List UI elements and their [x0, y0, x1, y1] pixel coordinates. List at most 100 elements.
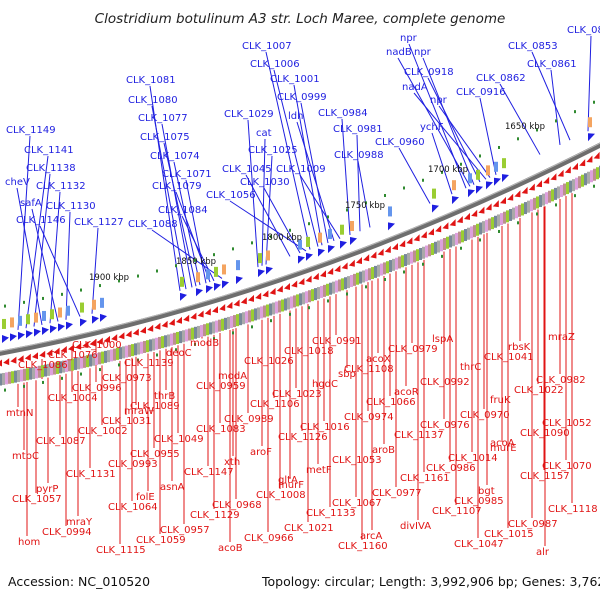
reverse-gene-arrow [543, 176, 550, 184]
reverse-cog-band [494, 215, 497, 228]
reverse-cog-band [371, 267, 374, 280]
reverse-gene-arrow [305, 275, 312, 283]
reverse-gene-arrow [240, 297, 247, 305]
reverse-gene-label: divIVA [400, 521, 431, 532]
reverse-cog-band [452, 234, 455, 247]
reverse-gene-label: fruK [490, 395, 511, 406]
reverse-gene-arrow [327, 267, 334, 275]
reverse-gene-label: mraY [66, 517, 93, 528]
reverse-cog-band [38, 365, 41, 378]
reverse-gene-arrow [10, 356, 17, 364]
forward-leader-line [341, 118, 351, 236]
reverse-gene-label: CLK_1076 [48, 350, 98, 361]
reverse-gene-label: CLK_1118 [548, 504, 598, 515]
reverse-gene-label: CLK_0970 [460, 410, 510, 421]
reverse-cog-band [542, 193, 545, 206]
reverse-gene-arrow [334, 265, 341, 273]
forward-gene-arrow [468, 189, 475, 198]
reverse-gene-arrow [262, 290, 269, 298]
reverse-cog-band [566, 182, 569, 195]
forward-cog-band [452, 180, 456, 191]
reverse-cog-band [197, 325, 200, 338]
reverse-cog-band [356, 272, 359, 285]
forward-cog-band [318, 232, 322, 243]
reverse-gene-arrow [3, 358, 10, 366]
reverse-cog-band [530, 199, 533, 212]
reverse-gene-label: CLK_1107 [432, 506, 482, 517]
reverse-gene-arrow [514, 190, 521, 198]
scale-dot [422, 262, 424, 266]
reverse-cog-band [401, 255, 404, 268]
reverse-gene-label: CLK_1147 [184, 467, 234, 478]
reverse-cog-band [515, 206, 518, 219]
reverse-gene-label: CLK_1126 [278, 432, 328, 443]
reverse-cog-band [260, 306, 263, 319]
reverse-gene-label: CLK_1021 [284, 523, 334, 534]
reverse-gene-label: mraW [124, 406, 154, 417]
forward-gene-label: CLK_1127 [74, 217, 124, 228]
forward-gene-arrow [214, 282, 221, 291]
reverse-gene-arrow [204, 308, 211, 316]
reverse-cog-band [128, 344, 131, 357]
reverse-cog-band [155, 337, 158, 350]
forward-leader-line [151, 229, 223, 279]
forward-gene-label: nadB [386, 47, 412, 58]
forward-gene-label: CLK_0916 [456, 87, 506, 98]
reverse-gene-arrow [500, 196, 506, 204]
reverse-cog-band [317, 287, 320, 300]
reverse-cog-band [308, 290, 311, 303]
reverse-cog-band [293, 295, 296, 308]
forward-gene-label: CLK_1079 [152, 181, 202, 192]
reverse-gene-arrow [384, 245, 391, 253]
reverse-cog-band [161, 336, 164, 349]
forward-gene-arrow [318, 248, 325, 257]
reverse-cog-band [32, 367, 35, 380]
reverse-gene-arrow [147, 324, 154, 332]
reverse-gene-arrow [24, 353, 31, 361]
forward-cog-band [476, 169, 480, 180]
forward-gene-label: CLK_1141 [24, 145, 74, 156]
reverse-cog-band [455, 232, 458, 245]
reverse-cog-band [557, 186, 560, 199]
forward-cog-band [100, 297, 104, 308]
reverse-gene-label: acoX [366, 354, 391, 365]
reverse-gene-label: aroB [372, 445, 395, 456]
forward-gene-label: CLK_0981 [333, 124, 383, 135]
forward-gene-label: CLK_1029 [224, 109, 274, 120]
forward-cog-band [258, 253, 262, 264]
reverse-cog-band [458, 231, 461, 244]
genome-backbone-highlight [0, 142, 600, 352]
scale-dot [99, 368, 101, 372]
reverse-gene-arrow [32, 352, 38, 360]
forward-gene-label: CLK_0984 [318, 108, 368, 119]
reverse-cog-band [320, 285, 323, 298]
reverse-gene-label: alr [536, 547, 550, 558]
reverse-gene-label: CLK_1049 [154, 434, 204, 445]
reverse-gene-arrow [233, 299, 240, 307]
forward-leader-line [587, 35, 592, 132]
reverse-cog-band [158, 336, 161, 349]
reverse-cog-band [281, 299, 284, 312]
scale-dot [23, 384, 25, 388]
forward-gene-arrow [66, 321, 73, 330]
reverse-gene-label: rbsK [508, 342, 531, 353]
reverse-cog-band [497, 214, 500, 227]
reverse-gene-arrow [320, 270, 326, 278]
reverse-gene-arrow [82, 341, 89, 349]
forward-gene-label: CLK_1080 [128, 95, 178, 106]
forward-gene-arrow [388, 222, 395, 231]
forward-cog-band [42, 310, 46, 321]
scale-dot [213, 253, 215, 257]
forward-gene-arrow [298, 255, 305, 264]
reverse-cog-band [194, 326, 197, 339]
forward-gene-label: CLK_0861 [527, 59, 577, 70]
forward-gene-arrow [266, 266, 273, 275]
reverse-gene-label: CLK_0979 [388, 344, 438, 355]
forward-leader-line [229, 200, 307, 252]
forward-leader-line [161, 123, 193, 288]
reverse-gene-label: folE [136, 492, 155, 503]
scale-dot [403, 186, 405, 190]
forward-leader-line [25, 155, 49, 329]
reverse-cog-band [122, 346, 125, 359]
reverse-gene-label: acoR [394, 387, 419, 398]
